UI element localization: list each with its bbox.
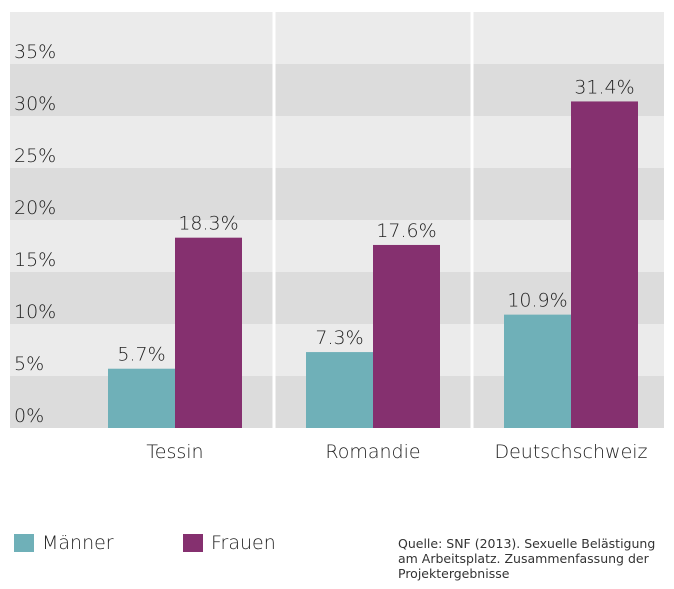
x-tick-label: Tessin: [146, 441, 203, 463]
bar: [175, 237, 242, 428]
bar: [306, 352, 373, 428]
source-note: Quelle: SNF (2013). Sexuelle Belästigung…: [398, 536, 656, 581]
y-tick-label: 15%: [14, 249, 56, 271]
grid-band: [10, 116, 664, 168]
y-tick-label: 35%: [14, 41, 56, 63]
legend-item: Männer: [14, 532, 114, 554]
grid-band: [10, 168, 664, 220]
y-tick-label: 0%: [14, 405, 44, 427]
data-label: 18.3%: [178, 213, 238, 235]
chart: 0% 5% 10% 15% 20% 25% 30% 35% Tessin 5.7% 18.3% Rom…: [10, 12, 664, 463]
legend-label: Frauen: [211, 532, 276, 554]
y-tick-label: 30%: [14, 93, 56, 115]
y-tick-label: 20%: [14, 197, 56, 219]
grid-band: [10, 64, 664, 116]
y-tick-label: 5%: [14, 353, 44, 375]
bar: [108, 368, 175, 428]
data-label: 31.4%: [574, 76, 634, 98]
data-label: 10.9%: [507, 290, 567, 312]
legend-label: Männer: [42, 532, 114, 554]
data-label: 5.7%: [117, 344, 165, 366]
bar: [504, 314, 571, 428]
legend-swatch: [183, 534, 203, 552]
bar: [571, 101, 638, 428]
x-tick-label: Deutschschweiz: [494, 441, 647, 463]
data-label: 17.6%: [376, 220, 436, 242]
x-tick-label: Romandie: [325, 441, 420, 463]
legend-swatch: [14, 534, 34, 552]
grid-band: [10, 220, 664, 272]
grid-band: [10, 12, 664, 64]
legend-item: Frauen: [183, 532, 276, 554]
y-tick-label: 25%: [14, 145, 56, 167]
data-label: 7.3%: [315, 327, 363, 349]
y-tick-label: 10%: [14, 301, 56, 323]
bar: [373, 244, 440, 428]
